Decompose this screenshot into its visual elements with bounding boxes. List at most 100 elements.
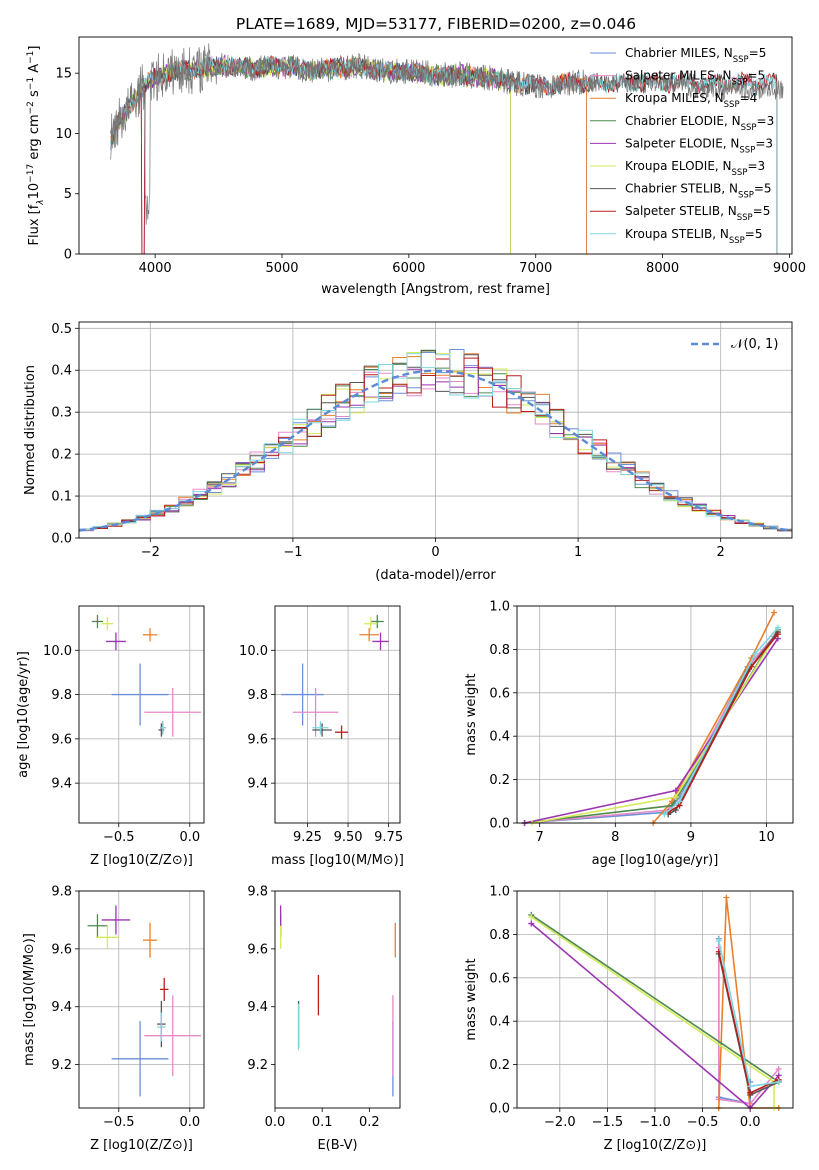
y-axis-label: mass [log10(M/M⊙)] <box>22 933 37 1066</box>
x-tick-label: 0.0 <box>179 1115 200 1130</box>
x-tick-label: 4000 <box>139 261 172 276</box>
legend-label: Chabrier ELODIE, NSSP=3 <box>625 114 774 133</box>
legend-label: Kroupa STELIB, NSSP=5 <box>625 227 763 246</box>
x-tick-label: 9.75 <box>374 830 403 845</box>
x-tick-label: 0 <box>431 545 439 560</box>
axes-frame <box>78 36 793 255</box>
legend-label: Salpeter MILES, NSSP=5 <box>625 69 765 88</box>
weight-line <box>524 631 779 824</box>
x-tick-label: −0.5 <box>103 830 135 845</box>
weight-line <box>524 638 779 824</box>
y-tick-label: 0.6 <box>489 686 510 701</box>
x-tick-label: 7 <box>536 830 544 845</box>
y-tick-label: 1.0 <box>489 885 510 900</box>
panels: 4000 5000 6000 7000 8000 9000051015wavelength… <box>16 36 806 1153</box>
x-tick-label: 0.0 <box>179 830 200 845</box>
weight-marker <box>774 631 781 638</box>
y-tick-label: 0.0 <box>51 532 72 547</box>
axes-frame <box>516 890 794 1109</box>
x-axis-label: age [log10(age/yr)] <box>592 853 719 868</box>
y-tick-label: 0.5 <box>51 322 72 337</box>
y-tick-label: 0.4 <box>489 1015 510 1030</box>
figure-title: PLATE=1689, MJD=53177, FIBERID=0200, z=0… <box>236 15 636 33</box>
y-axis-label: mass weight <box>464 958 479 1040</box>
weight-line <box>667 633 779 813</box>
weight-line <box>718 951 780 1094</box>
legend-label-main: Salpeter STELIB, N <box>625 204 737 218</box>
legend-label-sub: SSP <box>732 168 748 178</box>
legend-label-main: Kroupa ELODIE, N <box>625 159 732 173</box>
x-axis-label: Z [log10(Z/Z⊙)] <box>90 1138 193 1153</box>
weight-marker <box>661 811 668 818</box>
legend-label-tail: =3 <box>747 159 765 173</box>
y-axis-label: Flux [fλ10−17 erg cm−2 s−1 A−1] <box>26 46 46 246</box>
weight-marker <box>723 894 730 901</box>
y-tick-label: 0.2 <box>489 773 510 788</box>
x-tick-label: 9 <box>687 830 695 845</box>
panel-weight_vs_age: 7 8 9 10 0.0 0.2 0.4 0.6 0.8 1.0 age [log10(age/yr… <box>464 600 794 868</box>
legend-label-main: Chabrier STELIB, N <box>625 182 738 196</box>
legend-label-sub: SSP <box>739 145 755 155</box>
x-tick-label: −1 <box>283 545 302 560</box>
weight-marker <box>528 914 535 921</box>
y-tick-label: 15 <box>55 67 72 82</box>
weight-marker <box>528 920 535 927</box>
y-tick-label: 0.0 <box>489 817 510 832</box>
y-tick-label: 10.0 <box>43 644 72 659</box>
weight-marker <box>672 793 679 800</box>
y-tick-label: 0.4 <box>489 730 510 745</box>
weight-line <box>652 612 775 824</box>
weight-line <box>667 631 779 815</box>
weight-marker <box>715 937 722 944</box>
x-tick-label: −2.0 <box>544 1115 576 1130</box>
axes-frame <box>516 605 794 824</box>
y-tick-label: 0.8 <box>489 643 510 658</box>
x-tick-label: 9000 <box>773 261 806 276</box>
axes-frame <box>274 890 401 1109</box>
weight-line <box>530 916 775 1108</box>
legend-label: Salpeter STELIB, NSSP=5 <box>625 204 770 223</box>
weight-marker <box>775 1078 782 1085</box>
legend-label-tail: =3 <box>757 114 775 128</box>
x-tick-label: −0.5 <box>687 1115 719 1130</box>
legend-label-tail: =5 <box>754 182 772 196</box>
weight-marker <box>752 650 759 657</box>
y-tick-label: 9.8 <box>51 688 72 703</box>
legend-label-tail: =5 <box>747 69 765 83</box>
y-tick-label: 1.0 <box>489 600 510 615</box>
legend-label-sub: SSP <box>738 191 754 201</box>
weight-marker <box>676 798 683 805</box>
observed-spectrum-line <box>110 43 784 225</box>
plot-area-residuals <box>78 349 793 532</box>
x-tick-label: 9.25 <box>293 830 322 845</box>
panel-age_vs_Z: −0.5 0.0 9.4 9.6 9.8 10.0 Z [log10(Z/Z⊙)] age [… <box>16 605 205 868</box>
y-axis-label-part: λ <box>36 199 46 205</box>
legend-label-sub: SSP <box>741 123 757 133</box>
y-tick-label: 9.8 <box>247 688 268 703</box>
legend-label-sub: SSP <box>732 78 748 88</box>
y-tick-label: 9.8 <box>51 885 72 900</box>
y-tick-label: 9.6 <box>247 732 268 747</box>
y-axis-label-part: 10 <box>27 183 42 200</box>
weight-line <box>718 953 780 1097</box>
plot-area-age_vs_Z <box>91 614 202 737</box>
x-axis-label: wavelength [Angstrom, rest frame] <box>321 282 550 297</box>
weight-marker <box>747 1083 754 1090</box>
y-axis-label: mass weight <box>464 673 479 755</box>
x-tick-label: 6000 <box>392 261 425 276</box>
y-tick-label: 9.8 <box>247 885 268 900</box>
plot-area-spectrum <box>110 43 784 255</box>
weight-line <box>530 914 780 1083</box>
legend-label-main: Chabrier MILES, N <box>625 46 733 60</box>
y-tick-label: 9.2 <box>247 1058 268 1073</box>
x-tick-label: 0.2 <box>359 1115 380 1130</box>
y-tick-label: 9.4 <box>247 777 268 792</box>
y-axis-label-part: −1 <box>26 77 36 90</box>
x-axis-label: Z [log10(Z/Z⊙)] <box>90 853 193 868</box>
y-axis-label-part: s <box>27 90 42 101</box>
legend-label: Salpeter ELODIE, NSSP=3 <box>625 136 773 155</box>
y-axis-label: age [log10(age/yr)] <box>16 651 31 778</box>
y-tick-label: 0.2 <box>489 1058 510 1073</box>
y-tick-label: 0.1 <box>51 490 72 505</box>
